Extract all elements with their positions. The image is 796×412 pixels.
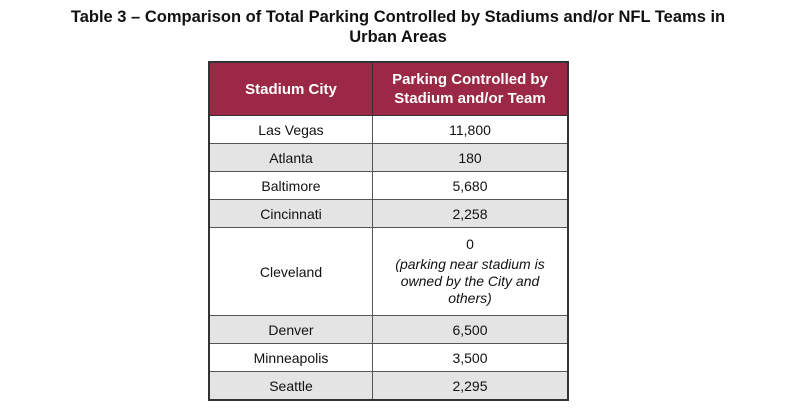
header-row: Stadium City Parking Controlled by Stadi… [208, 61, 569, 116]
table-row: Cincinnati 2,258 [208, 199, 569, 228]
table-row: Atlanta 180 [208, 143, 569, 172]
city-cell: Las Vegas [208, 115, 373, 144]
parking-cell: 2,258 [372, 199, 569, 228]
header-stadium-city: Stadium City [208, 61, 373, 116]
parking-cell: 11,800 [372, 115, 569, 144]
title-line-2: Urban Areas [349, 28, 447, 46]
parking-cell: 0 (parking near stadium is owned by the … [372, 227, 569, 316]
parking-comparison-table: Stadium City Parking Controlled by Stadi… [208, 61, 569, 401]
parking-note: (parking near stadium is owned by the Ci… [395, 256, 545, 306]
parking-cell: 6,500 [372, 315, 569, 344]
table-row: Baltimore 5,680 [208, 171, 569, 200]
city-cell: Baltimore [208, 171, 373, 200]
table-row: Denver 6,500 [208, 315, 569, 344]
title-line-1: Table 3 – Comparison of Total Parking Co… [70, 8, 726, 26]
table-row: Cleveland 0 (parking near stadium is own… [208, 227, 569, 316]
city-cell: Seattle [208, 371, 373, 401]
city-cell: Denver [208, 315, 373, 344]
parking-cell: 5,680 [372, 171, 569, 200]
city-cell: Cincinnati [208, 199, 373, 228]
city-cell: Cleveland [208, 227, 373, 316]
city-cell: Minneapolis [208, 343, 373, 372]
city-cell: Atlanta [208, 143, 373, 172]
header-parking-controlled: Parking Controlled by Stadium and/or Tea… [372, 61, 569, 116]
table-title: Table 3 – Comparison of Total Parking Co… [0, 7, 796, 47]
parking-value: 0 [466, 236, 474, 252]
table-row: Minneapolis 3,500 [208, 343, 569, 372]
table-row: Las Vegas 11,800 [208, 115, 569, 144]
parking-cell: 3,500 [372, 343, 569, 372]
parking-cell: 2,295 [372, 371, 569, 401]
table-row: Seattle 2,295 [208, 371, 569, 401]
parking-cell: 180 [372, 143, 569, 172]
